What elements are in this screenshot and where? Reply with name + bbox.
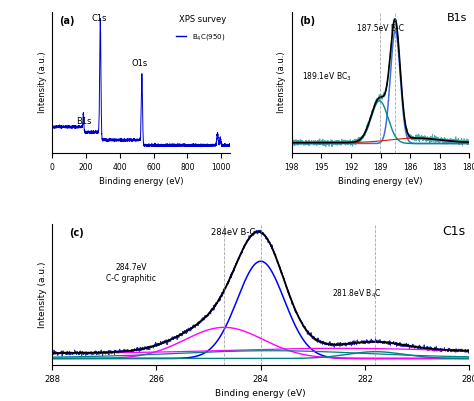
Y-axis label: Intensity (a.u.): Intensity (a.u.) — [37, 52, 46, 113]
Text: (b): (b) — [299, 16, 315, 26]
Text: 281.8eV B$_4$C: 281.8eV B$_4$C — [332, 287, 382, 300]
Legend: B$_4$C(950): B$_4$C(950) — [173, 30, 228, 45]
Y-axis label: Intensity (a.u.): Intensity (a.u.) — [277, 52, 286, 113]
Text: 189.1eV BC$_3$: 189.1eV BC$_3$ — [302, 71, 352, 83]
Y-axis label: Intensity (a.u.): Intensity (a.u.) — [37, 261, 46, 328]
Text: (a): (a) — [59, 16, 75, 26]
X-axis label: Binding energy (eV): Binding energy (eV) — [215, 389, 306, 398]
Text: B1s: B1s — [76, 117, 91, 126]
Text: XPS survey: XPS survey — [179, 15, 226, 24]
Text: 284eV B-C: 284eV B-C — [211, 228, 255, 237]
Text: C1s: C1s — [442, 225, 465, 238]
X-axis label: Binding energy (eV): Binding energy (eV) — [99, 178, 183, 186]
Text: 187.5eV B-C: 187.5eV B-C — [357, 24, 404, 33]
Text: 284.7eV
C-C graphitic: 284.7eV C-C graphitic — [106, 263, 156, 283]
Text: B1s: B1s — [447, 14, 467, 23]
Text: C1s: C1s — [91, 14, 107, 23]
X-axis label: Binding energy (eV): Binding energy (eV) — [338, 178, 423, 186]
Text: (c): (c) — [69, 228, 83, 238]
Text: O1s: O1s — [132, 59, 148, 68]
